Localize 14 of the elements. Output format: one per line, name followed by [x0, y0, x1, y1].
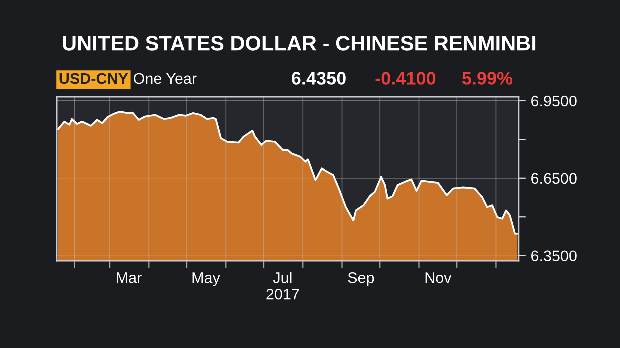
- text: 5.99%: [462, 72, 513, 85]
- y-tick-label: 6.3500: [532, 250, 577, 262]
- chart-title: UNITED STATES DOLLAR - CHINESE RENMINBI: [63, 36, 536, 51]
- x-tick-label: Nov: [426, 272, 452, 284]
- y-tick-label: 6.6500: [532, 173, 577, 184]
- text: 6.4350: [292, 72, 346, 85]
- x-tick-label: Sep: [348, 272, 374, 286]
- text: One Year: [134, 73, 197, 84]
- x-tick-label: Jul 2017: [266, 272, 300, 300]
- chart-subtitle: USD-CNY: [60, 73, 128, 84]
- x-tick-label: May: [192, 272, 220, 286]
- x-tick-label: Mar: [117, 272, 142, 284]
- y-tick-label: 6.9500: [532, 96, 577, 107]
- text: -0.4100: [376, 72, 436, 85]
